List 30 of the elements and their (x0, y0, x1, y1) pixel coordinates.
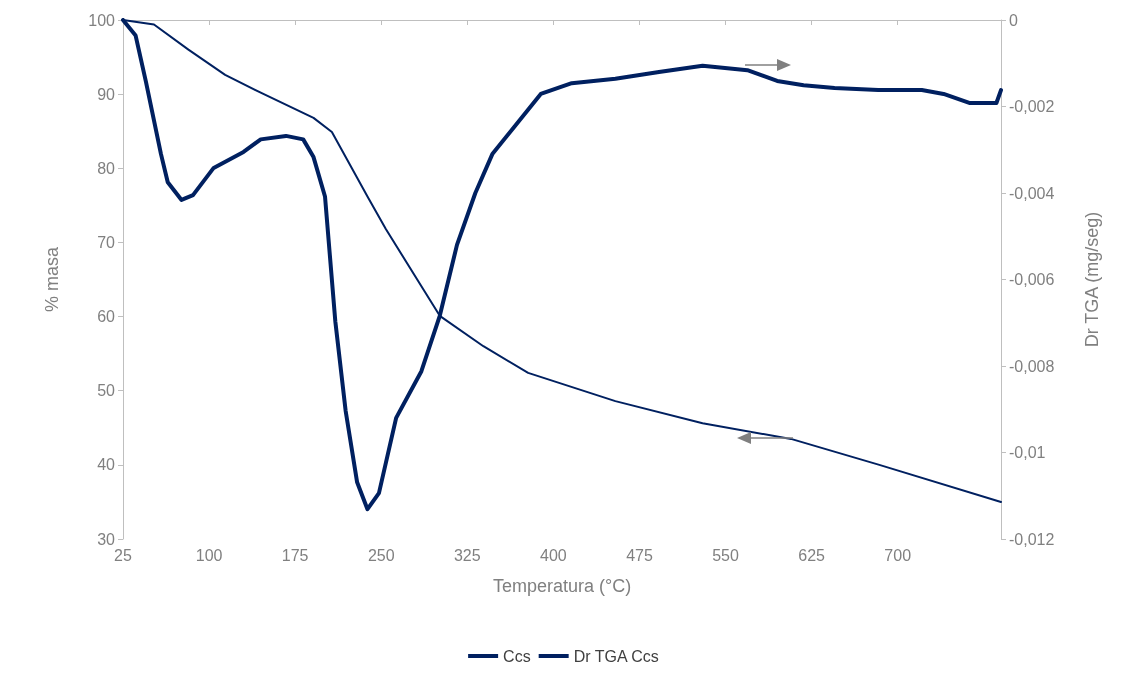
y-tick-label: 30 (97, 530, 116, 548)
x-axis-title: Temperatura (°C) (492, 576, 632, 596)
legend-label: Ccs (503, 647, 531, 665)
y-tick-label: 80 (97, 159, 116, 177)
x-tick-label: 25 (114, 546, 132, 564)
x-tick-label: 625 (798, 546, 826, 564)
x-tick-label: 550 (712, 546, 739, 564)
y-tick-label: 70 (97, 233, 116, 251)
x-tick-label: 175 (281, 546, 309, 564)
y-tick-label: 40 (97, 456, 116, 474)
y2-tick-label: -0,002 (1009, 98, 1055, 115)
y2-tick-label: -0,008 (1009, 357, 1055, 375)
y2-tick-label: -0,01 (1009, 444, 1046, 461)
y-tick-label: 60 (97, 308, 116, 326)
y2-axis-title: Dr TGA (mg/seg) (1082, 211, 1102, 348)
y-tick-label: 50 (97, 382, 116, 400)
legend-label: Dr TGA Ccs (573, 647, 659, 665)
y2-tick-label: -0,006 (1009, 271, 1055, 288)
y2-tick-label: 0 (1009, 11, 1018, 29)
x-tick-label: 325 (453, 546, 481, 564)
y2-tick-label: -0,012 (1009, 530, 1055, 548)
x-tick-label: 100 (195, 546, 223, 564)
x-tick-label: 400 (540, 546, 567, 564)
x-tick-label: 475 (626, 546, 653, 564)
y-tick-label: 100 (88, 11, 116, 29)
y-axis-title: % masa (42, 246, 62, 313)
x-tick-label: 700 (884, 546, 912, 564)
y-tick-label: 90 (97, 85, 116, 103)
x-tick-label: 250 (367, 546, 395, 564)
y2-tick-label: -0,004 (1009, 184, 1055, 202)
